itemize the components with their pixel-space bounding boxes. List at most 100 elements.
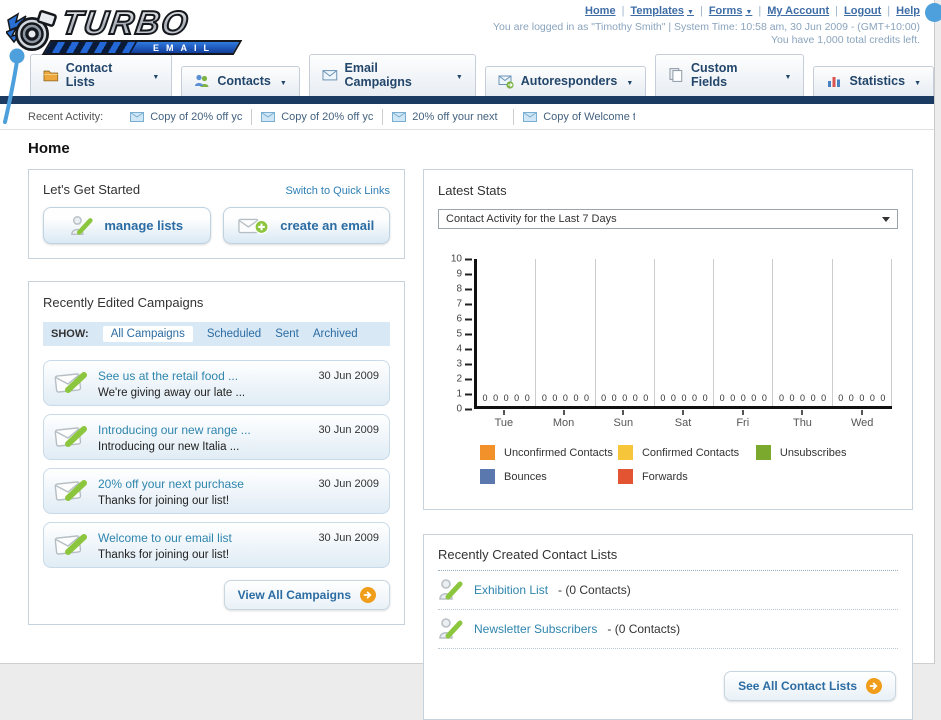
- contact-lists-icon: [43, 70, 59, 82]
- campaign-filter[interactable]: Archived: [312, 328, 358, 340]
- legend-item: Forwards: [617, 469, 756, 484]
- nav-link-templates[interactable]: Templates: [630, 5, 694, 17]
- contact-list-items: Exhibition List - (0 Contacts) Newslette…: [438, 571, 898, 649]
- manage-lists-button[interactable]: manage lists: [43, 207, 211, 244]
- view-all-campaigns-button[interactable]: View All Campaigns: [223, 580, 390, 610]
- campaign-title-link[interactable]: 20% off your next purchase: [98, 477, 244, 491]
- nav-separator: |: [835, 5, 839, 17]
- data-value-label: 0: [859, 393, 865, 403]
- campaign-filter[interactable]: Scheduled: [206, 328, 262, 340]
- create-email-button[interactable]: create an email: [222, 207, 390, 244]
- x-axis-label: Mon: [534, 410, 594, 429]
- nav-link-forms[interactable]: Forms: [709, 5, 753, 17]
- autoresponders-icon: [498, 75, 514, 89]
- dropdown-arrow-icon: [454, 68, 463, 82]
- edited-campaign-icon: [54, 372, 87, 393]
- see-all-contact-lists-button[interactable]: See All Contact Lists: [724, 671, 896, 701]
- chart-y-axis: 10 9 8 7 6 5 4 3 2 1 0: [440, 254, 472, 415]
- campaign-filter[interactable]: Sent: [275, 328, 299, 340]
- x-axis-label: Fri: [713, 410, 773, 429]
- data-value-label: 0: [848, 393, 854, 403]
- data-value-label: 0: [821, 393, 827, 403]
- data-value-label: 0: [573, 393, 579, 403]
- latest-stats-title: Latest Stats: [438, 183, 507, 198]
- contact-list-item[interactable]: Exhibition List - (0 Contacts): [438, 571, 898, 610]
- campaign-subtitle: We're giving away our late ...: [98, 387, 246, 399]
- contact-lists-title: Recently Created Contact Lists: [438, 547, 898, 571]
- data-value-label: 0: [730, 393, 736, 403]
- y-axis-tick: 9: [456, 269, 472, 280]
- data-value-label: 0: [681, 393, 687, 403]
- left-column: Let's Get Started Switch to Quick Links …: [28, 169, 405, 625]
- recent-activity-item[interactable]: Copy of Welcome tc: [514, 109, 644, 125]
- data-value-label: 0: [503, 393, 509, 403]
- latest-stats-panel: Latest Stats Contact Activity for the La…: [423, 169, 913, 510]
- recent-activity-item[interactable]: Copy of 20% off yc: [121, 108, 253, 125]
- tab-autoresponders[interactable]: Autoresponders: [484, 66, 647, 96]
- campaign-subtitle: Thanks for joining our list!: [98, 549, 230, 561]
- envelope-icon: [130, 111, 145, 122]
- data-value-label: 0: [778, 393, 784, 403]
- campaign-row[interactable]: See us at the retail food ... We're givi…: [43, 360, 390, 406]
- data-value-label: 0: [880, 393, 886, 403]
- data-value-label: 0: [584, 393, 590, 403]
- stats-period-dropdown[interactable]: Contact Activity for the Last 7 Days: [438, 209, 898, 229]
- custom-fields-icon: [669, 68, 683, 82]
- nav-link-my-account[interactable]: My Account: [767, 5, 830, 17]
- login-status: You are logged in as "Timothy Smith" | S…: [493, 21, 920, 33]
- campaign-subtitle: Thanks for joining our list!: [98, 495, 230, 507]
- legend-swatch-icon: [617, 445, 633, 460]
- edited-campaign-icon: [54, 480, 87, 501]
- contact-lists-panel: Recently Created Contact Lists Exhibitio…: [423, 534, 913, 720]
- campaign-row[interactable]: Introducing our new range ... Introducin…: [43, 414, 390, 460]
- contact-list-item[interactable]: Newsletter Subscribers - (0 Contacts): [438, 610, 898, 649]
- recent-activity-bar: Recent Activity: Copy of 20% off yc Copy…: [0, 104, 934, 130]
- decorative-swoosh: [3, 48, 25, 124]
- campaign-row[interactable]: Welcome to our email list Thanks for joi…: [43, 522, 390, 568]
- recent-activity-item[interactable]: 20% off your next: [383, 108, 515, 125]
- arrow-circle-icon: [866, 678, 882, 694]
- data-value-label: 0: [632, 393, 638, 403]
- statistics-icon: [828, 77, 841, 87]
- manage-lists-icon: [71, 215, 93, 235]
- nav-separator: |: [758, 5, 762, 17]
- campaign-title-link[interactable]: Welcome to our email list: [98, 531, 232, 545]
- legend-swatch-icon: [480, 469, 495, 484]
- campaign-filter[interactable]: All Campaigns: [102, 326, 193, 342]
- dropdown-arrow-icon: [624, 74, 633, 88]
- tab-statistics[interactable]: Statistics: [813, 66, 934, 96]
- dropdown-caret-icon: [882, 216, 890, 222]
- legend-swatch-icon: [480, 445, 495, 460]
- contact-list-link[interactable]: Newsletter Subscribers: [474, 622, 598, 636]
- tab-contacts[interactable]: Contacts: [181, 66, 300, 96]
- contact-list-count: - (0 Contacts): [607, 622, 681, 636]
- campaigns-title: Recently Edited Campaigns: [43, 295, 204, 310]
- campaign-title-link[interactable]: See us at the retail food ...: [98, 369, 239, 383]
- tab-custom-fields[interactable]: Custom Fields: [655, 54, 805, 96]
- recent-activity-item[interactable]: Copy of 20% off yc: [252, 108, 384, 125]
- switch-quick-links-link[interactable]: Switch to Quick Links: [285, 185, 390, 197]
- navy-divider-bar: [0, 96, 934, 104]
- nav-link-home[interactable]: Home: [585, 5, 616, 17]
- campaign-title-link[interactable]: Introducing our new range ...: [98, 423, 251, 437]
- y-axis-tick: 8: [456, 284, 472, 295]
- nav-link-logout[interactable]: Logout: [844, 5, 882, 17]
- nav-link-help[interactable]: Help: [896, 5, 920, 17]
- data-value-label: 0: [601, 393, 607, 403]
- campaign-date: 30 Jun 2009: [318, 532, 379, 544]
- data-value-label: 0: [761, 393, 767, 403]
- turbo-email-logo: TURBO EMAIL: [6, 2, 256, 60]
- main-content: Home Let's Get Started Switch to Quick L…: [0, 130, 934, 720]
- email-campaigns-icon: [322, 70, 338, 81]
- tab-email-campaigns[interactable]: Email Campaigns: [308, 54, 476, 96]
- data-value-label: 0: [789, 393, 795, 403]
- campaign-row[interactable]: 20% off your next purchase Thanks for jo…: [43, 468, 390, 514]
- contact-list-link[interactable]: Exhibition List: [474, 583, 549, 597]
- app-window: TURBO EMAIL Home | Templates | Forms | My Acco…: [0, 0, 935, 664]
